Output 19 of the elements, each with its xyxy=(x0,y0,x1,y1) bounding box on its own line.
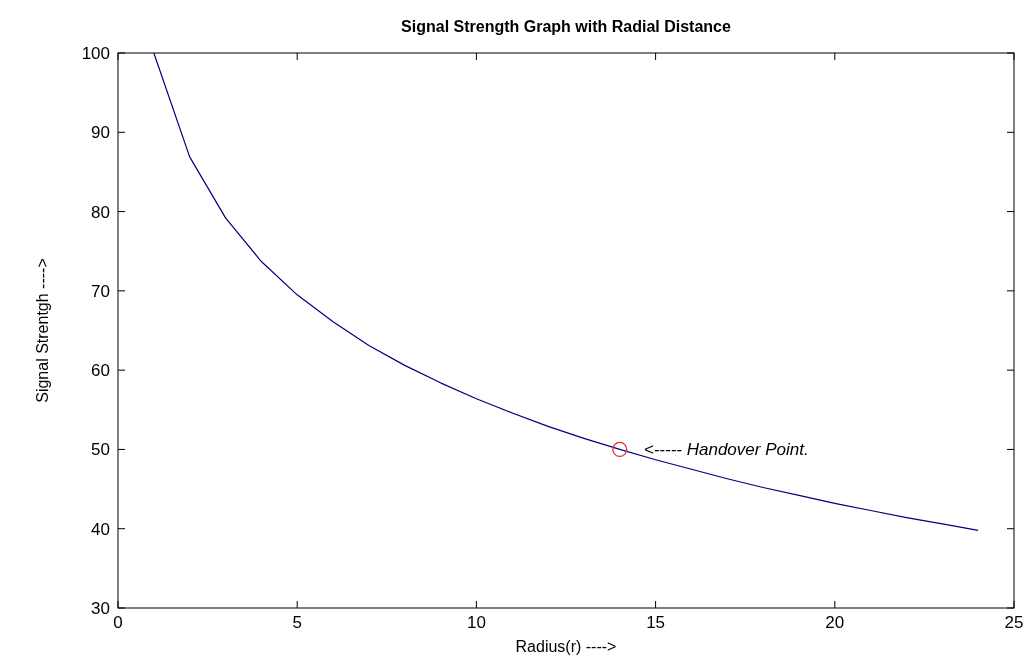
y-axis-title: Signal Strentgh ----> xyxy=(34,258,51,403)
chart-title: Signal Strength Graph with Radial Distance xyxy=(401,18,732,35)
x-tick-label: 15 xyxy=(646,613,666,632)
y-tick-label: 100 xyxy=(81,44,110,63)
y-tick-label: 60 xyxy=(91,361,110,381)
x-tick-label: 20 xyxy=(825,613,845,632)
x-tick-label: 0 xyxy=(113,613,123,632)
y-tick-label: 90 xyxy=(91,123,110,143)
x-tick-label: 10 xyxy=(466,613,486,632)
x-tick-label: 5 xyxy=(292,613,302,632)
annotation: <----- Handover Point. xyxy=(643,440,809,460)
x-tick-label: 25 xyxy=(1004,613,1024,632)
y-tick-label: 40 xyxy=(91,519,110,539)
y-tick-label: 80 xyxy=(91,202,110,222)
line-series xyxy=(153,52,979,531)
y-tick-label: 50 xyxy=(91,440,110,460)
x-axis-title: Radius(r) ----> xyxy=(515,638,617,655)
y-tick-label: 30 xyxy=(91,599,110,618)
y-tick-label: 70 xyxy=(91,281,110,301)
